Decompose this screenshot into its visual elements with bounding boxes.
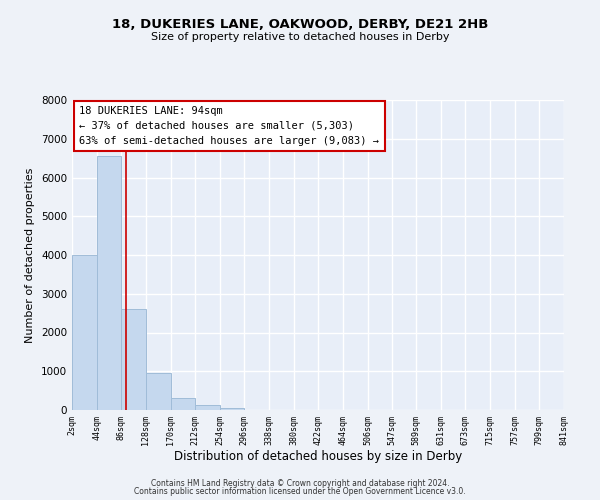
Text: 18 DUKERIES LANE: 94sqm
← 37% of detached houses are smaller (5,303)
63% of semi: 18 DUKERIES LANE: 94sqm ← 37% of detache… bbox=[79, 106, 379, 146]
Text: Contains HM Land Registry data © Crown copyright and database right 2024.: Contains HM Land Registry data © Crown c… bbox=[151, 478, 449, 488]
Text: Contains public sector information licensed under the Open Government Licence v3: Contains public sector information licen… bbox=[134, 487, 466, 496]
Bar bbox=[195, 404, 220, 410]
X-axis label: Distribution of detached houses by size in Derby: Distribution of detached houses by size … bbox=[174, 450, 462, 464]
Bar bbox=[121, 309, 146, 410]
Y-axis label: Number of detached properties: Number of detached properties bbox=[25, 168, 35, 342]
Bar bbox=[146, 373, 170, 410]
Bar bbox=[170, 398, 195, 410]
Text: 18, DUKERIES LANE, OAKWOOD, DERBY, DE21 2HB: 18, DUKERIES LANE, OAKWOOD, DERBY, DE21 … bbox=[112, 18, 488, 30]
Bar bbox=[97, 156, 121, 410]
Text: Size of property relative to detached houses in Derby: Size of property relative to detached ho… bbox=[151, 32, 449, 42]
Bar bbox=[220, 408, 244, 410]
Bar bbox=[72, 255, 97, 410]
